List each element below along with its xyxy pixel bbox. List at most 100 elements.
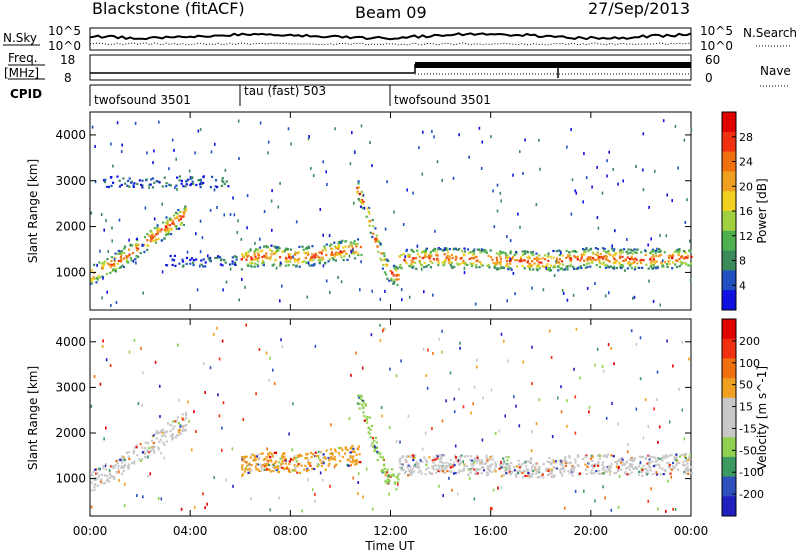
velocity-echo: [257, 463, 260, 466]
velocity-noise-echo: [177, 343, 179, 347]
velocity-echo: [598, 457, 601, 460]
power-noise-echo: [524, 138, 526, 142]
power-echo: [478, 260, 481, 264]
velocity-echo: [132, 450, 136, 453]
power-echo: [587, 256, 590, 259]
velocity-noise-echo: [397, 482, 399, 486]
power-echo: [594, 258, 597, 261]
power-echo: [159, 230, 162, 233]
power-echo: [612, 255, 615, 258]
velocity-echo: [435, 471, 438, 474]
power-echo: [666, 265, 669, 268]
velocity-echo: [164, 435, 167, 438]
power-echo: [490, 256, 493, 259]
power-echo: [308, 264, 311, 267]
velocity-echo: [525, 465, 528, 468]
velocity-noise-echo: [357, 492, 359, 496]
power-echo: [170, 233, 173, 236]
velocity-echo: [471, 462, 474, 465]
power-noise-echo: [113, 257, 116, 261]
velocity-noise-echo: [448, 476, 450, 480]
velocity-echo: [410, 455, 413, 458]
velocity-echo: [150, 449, 153, 452]
power-echo: [486, 264, 489, 267]
velocity-noise-echo: [180, 507, 183, 511]
velocity-echo: [152, 434, 155, 437]
velocity-echo: [640, 467, 643, 470]
power-echo: [443, 259, 446, 262]
power-echo: [623, 248, 626, 251]
velocity-echo: [153, 451, 156, 454]
velocity-echo: [574, 458, 577, 461]
velocity-noise-echo: [462, 460, 464, 464]
velocity-echo: [133, 462, 136, 465]
power-echo: [110, 184, 113, 187]
power-echo: [287, 260, 290, 264]
power-echo: [447, 258, 451, 262]
power-echo: [150, 178, 153, 181]
power-echo: [630, 262, 633, 265]
power-echo: [103, 260, 106, 263]
power-echo: [209, 256, 212, 260]
velocity-echo: [487, 472, 490, 475]
velocity-noise-echo: [159, 415, 161, 418]
power-echo: [498, 261, 501, 264]
power-noise-echo: [614, 229, 616, 233]
power-echo: [387, 259, 390, 263]
power-echo: [271, 264, 274, 267]
velocity-colorbar-swatch: [722, 496, 736, 517]
power-echo: [495, 258, 499, 261]
power-echo: [681, 256, 684, 259]
power-noise-echo: [384, 289, 386, 293]
velocity-echo: [510, 462, 513, 465]
power-noise-echo: [452, 176, 455, 180]
velocity-echo: [625, 461, 628, 464]
power-noise-echo: [238, 157, 240, 161]
power-echo: [304, 256, 307, 260]
velocity-noise-echo: [278, 496, 280, 500]
velocity-noise-echo: [672, 364, 674, 368]
velocity-echo: [518, 469, 521, 472]
power-echo: [153, 235, 156, 238]
velocity-noise-echo: [314, 492, 316, 496]
velocity-echo: [449, 470, 452, 473]
velocity-echo: [144, 441, 147, 444]
velocity-noise-echo: [204, 506, 206, 510]
power-echo: [331, 247, 334, 251]
velocity-noise-echo: [454, 444, 457, 448]
power-echo: [374, 227, 377, 230]
power-echo: [432, 258, 435, 261]
power-echo: [509, 252, 512, 255]
power-noise-echo: [271, 189, 273, 193]
velocity-echo: [123, 464, 126, 467]
power-noise-echo: [659, 233, 661, 237]
velocity-noise-echo: [473, 385, 476, 389]
power-echo: [361, 194, 364, 197]
power-echo: [214, 256, 217, 260]
velocity-echo: [368, 416, 371, 419]
power-echo: [555, 259, 559, 262]
power-echo: [122, 265, 125, 269]
velocity-colorbar-swatch: [722, 358, 736, 379]
power-echo: [166, 227, 169, 230]
power-noise-echo: [94, 145, 96, 148]
power-echo: [397, 278, 400, 281]
velocity-echo: [128, 463, 131, 466]
velocity-echo: [369, 436, 372, 439]
power-echo: [276, 249, 279, 252]
velocity-colorbar-tick-label: -200: [739, 488, 764, 501]
velocity-echo: [634, 457, 637, 460]
power-echo: [532, 268, 535, 271]
velocity-noise-echo: [357, 472, 360, 476]
velocity-echo: [505, 455, 508, 458]
velocity-noise-echo: [193, 505, 196, 509]
power-echo: [321, 249, 324, 252]
velocity-noise-echo: [490, 506, 492, 510]
velocity-echo: [648, 460, 651, 463]
power-colorbar-swatch: [722, 250, 736, 271]
power-echo: [352, 242, 355, 245]
velocity-colorbar-tick-label: 100: [739, 357, 760, 370]
power-noise-echo: [674, 124, 677, 128]
velocity-echo: [116, 471, 119, 474]
velocity-echo: [439, 458, 442, 461]
